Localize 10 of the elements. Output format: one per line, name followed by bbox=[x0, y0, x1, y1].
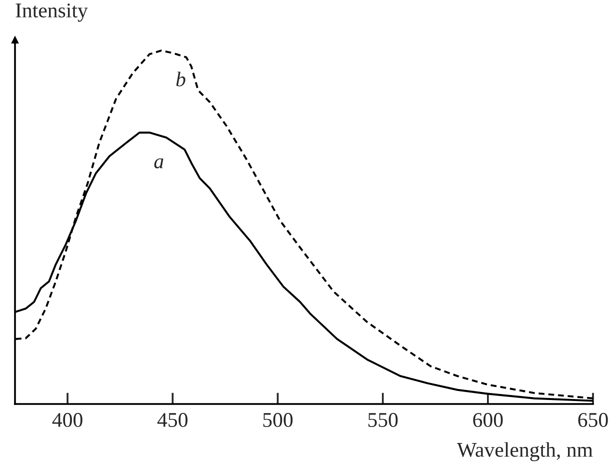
x-tick-label: 650 bbox=[578, 412, 608, 427]
y-axis-title: Intensity bbox=[16, 4, 88, 22]
series-label: a bbox=[154, 158, 164, 168]
x-tick-label: 450 bbox=[157, 412, 188, 427]
x-axis-title: Wavelength, nm bbox=[456, 442, 593, 462]
series-label: b bbox=[176, 72, 186, 86]
x-tick-label: 500 bbox=[263, 412, 293, 427]
x-tick-label: 600 bbox=[473, 412, 503, 427]
x-tick-label: 550 bbox=[368, 412, 398, 427]
x-tick-label: 400 bbox=[52, 412, 82, 427]
